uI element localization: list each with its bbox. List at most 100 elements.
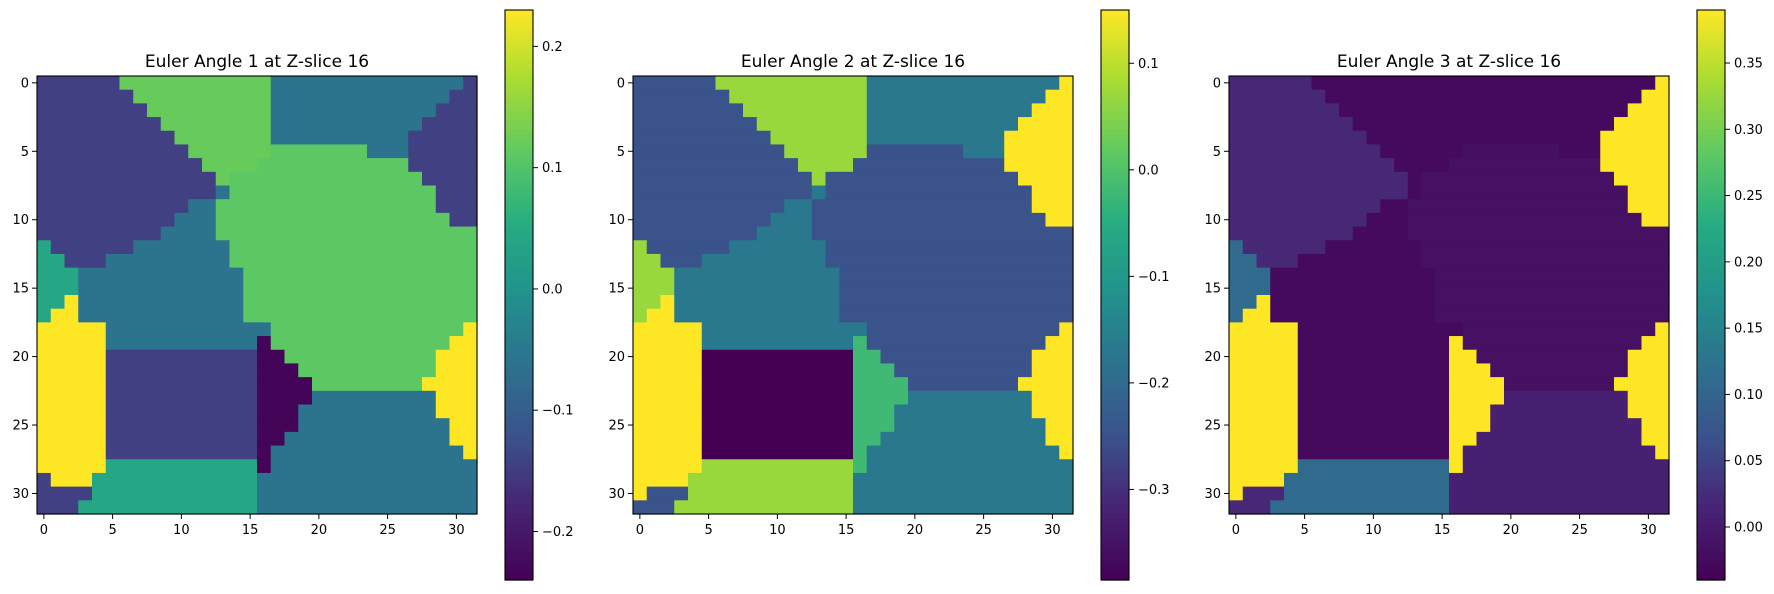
colorbar-segment: [505, 399, 533, 405]
heatmap-cell: [1462, 130, 1601, 146]
heatmap-cell: [853, 363, 895, 378]
colorbar-segment: [505, 109, 533, 116]
heatmap-cell: [866, 89, 1047, 104]
heatmap-cell: [202, 158, 258, 173]
heatmap-cell: [1031, 103, 1074, 118]
heatmap-cell: [422, 117, 478, 132]
heatmap-cell: [435, 349, 478, 365]
colorbar-segment: [505, 556, 533, 562]
colorbar-segment: [505, 76, 533, 82]
heatmap-cell: [633, 322, 703, 337]
colorbar-segment: [1697, 356, 1725, 363]
colorbar-segment: [1697, 432, 1725, 439]
heatmap-cell: [270, 144, 368, 159]
heatmap-cell: [825, 171, 1019, 187]
heatmap-cell: [1229, 144, 1381, 159]
colorbar-segment: [1697, 114, 1725, 120]
heatmap-cell: [1045, 431, 1074, 447]
heatmap-cell: [215, 226, 478, 241]
heatmap-cell: [633, 486, 648, 501]
heatmap-cell: [1559, 144, 1601, 159]
heatmap-cell: [1449, 431, 1478, 447]
heatmap-cell: [37, 418, 107, 433]
heatmap-cell: [312, 390, 437, 406]
x-tick-label: 15: [838, 523, 855, 538]
heatmap-cell: [1449, 377, 1505, 392]
colorbar-segment: [1101, 546, 1129, 553]
colorbar-segment: [505, 394, 533, 401]
colorbar-segment: [505, 323, 533, 329]
heatmap-cell: [463, 445, 478, 460]
heatmap-cell: [1435, 267, 1670, 282]
colorbar-segment: [1101, 138, 1129, 144]
heatmap-cell: [78, 308, 244, 323]
colorbar-segment: [1697, 295, 1725, 301]
colorbar-segment: [1101, 489, 1129, 496]
heatmap-cell: [1270, 295, 1436, 310]
colorbar-segment: [1101, 371, 1129, 377]
heatmap-cell: [435, 390, 478, 406]
heatmap-cell: [674, 281, 840, 296]
colorbar-tick-label: 0.25: [1734, 189, 1763, 204]
colorbar-segment: [505, 575, 533, 581]
heatmap-cell: [1297, 322, 1464, 337]
colorbar-segment: [1697, 100, 1725, 106]
colorbar-segment: [505, 352, 533, 358]
colorbar-segment: [1697, 247, 1725, 253]
heatmap-cell: [633, 76, 717, 91]
heatmap-cell: [270, 336, 451, 351]
colorbar-segment: [505, 228, 533, 234]
colorbar: 0.00 0.05 0.10 0.15 0.20 0.25 0.30 0.35: [1696, 9, 1763, 581]
heatmap-cell: [1256, 295, 1271, 310]
colorbar-segment: [505, 86, 533, 92]
x-tick-label: 5: [1300, 523, 1308, 538]
heatmap-cell: [633, 363, 703, 378]
heatmap-cell: [37, 158, 203, 173]
heatmap-cell: [133, 240, 231, 255]
colorbar-tick-label: 0.20: [1734, 255, 1763, 270]
colorbar-segment: [1101, 252, 1129, 258]
colorbar-segment: [1101, 119, 1129, 125]
colorbar-segment: [505, 166, 533, 173]
heatmap-cell: [147, 103, 272, 118]
plot-frame: [1228, 75, 1670, 515]
colorbar-segment: [1101, 361, 1129, 367]
colorbar-segment: [1697, 380, 1725, 386]
colorbar-segment: [505, 105, 533, 111]
heatmap-cell: [284, 431, 451, 447]
panel-euler-angle-1: Euler Angle 1 at Z-slice 16 0 5 10 15 20 25 30…: [12, 9, 574, 581]
y-tick-label: 15: [608, 282, 625, 297]
heatmap-cell: [1229, 486, 1244, 501]
colorbar-tick-label: 0.2: [542, 40, 563, 55]
heatmap-cell: [270, 459, 478, 474]
heatmap-cell: [1229, 253, 1258, 269]
x-axis: 0 5 10 15 20 25 30: [40, 514, 465, 538]
heatmap-cell: [1380, 144, 1464, 159]
heatmap-cell: [1655, 322, 1670, 337]
colorbar-segment: [1697, 171, 1725, 177]
colorbar-segment: [1697, 209, 1725, 215]
colorbar-segment: [1101, 109, 1129, 116]
colorbar-segment: [1697, 537, 1725, 543]
colorbar-segment: [1101, 71, 1129, 78]
colorbar-tick-label: 0.15: [1734, 322, 1763, 337]
colorbar-segment: [505, 271, 533, 277]
heatmap-cell: [1004, 158, 1074, 173]
colorbar-segment: [505, 442, 533, 448]
heatmap-cell: [1229, 240, 1244, 255]
colorbar-segment: [505, 418, 533, 424]
heatmap-cell: [866, 336, 1047, 351]
colorbar-segment: [505, 276, 533, 282]
heatmap-cell: [37, 336, 107, 351]
heatmap-cell: [1462, 117, 1615, 132]
colorbar-segment: [1101, 152, 1129, 158]
heatmap-cell: [257, 459, 272, 474]
heatmap-cell: [633, 130, 772, 146]
colorbar-tick-label: −0.2: [1138, 376, 1170, 391]
heatmap-cell: [78, 295, 244, 310]
heatmap-cell: [825, 240, 1074, 255]
x-tick-label: 0: [1232, 523, 1240, 538]
colorbar-segment: [505, 456, 533, 462]
colorbar-segment: [1101, 128, 1129, 135]
